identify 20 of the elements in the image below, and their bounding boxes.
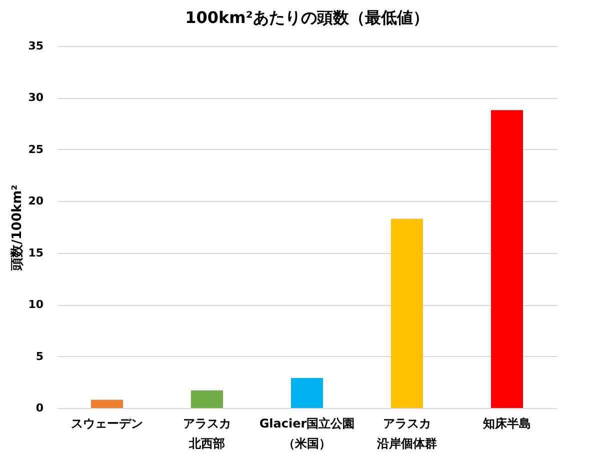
x-tick-label: スウェーデン: [71, 416, 143, 430]
y-axis-title: 頭数/100km²: [10, 184, 26, 272]
y-tick-label: 35: [28, 40, 44, 52]
y-tick-label: 25: [28, 142, 44, 156]
bar: [391, 218, 423, 408]
y-tick-label: 20: [28, 194, 44, 208]
x-tick-label: アラスカ沿岸個体群: [376, 416, 437, 450]
bar: [91, 400, 123, 408]
y-tick-label: 5: [36, 350, 44, 363]
bar: [191, 390, 223, 408]
x-tick-label: 知床半島: [482, 416, 531, 430]
y-tick-label: 15: [28, 246, 44, 260]
y-tick-label: 30: [28, 91, 44, 104]
bar: [291, 378, 323, 408]
x-tick-label: アラスカ北西部: [183, 416, 231, 450]
bar: [491, 110, 523, 408]
x-tick-label: Glacier国立公園（米国）: [259, 416, 355, 450]
chart-title: 100km²あたりの頭数（最低値）: [185, 8, 429, 27]
y-tick-label: 10: [28, 298, 44, 312]
y-tick-label: 0: [36, 402, 44, 414]
